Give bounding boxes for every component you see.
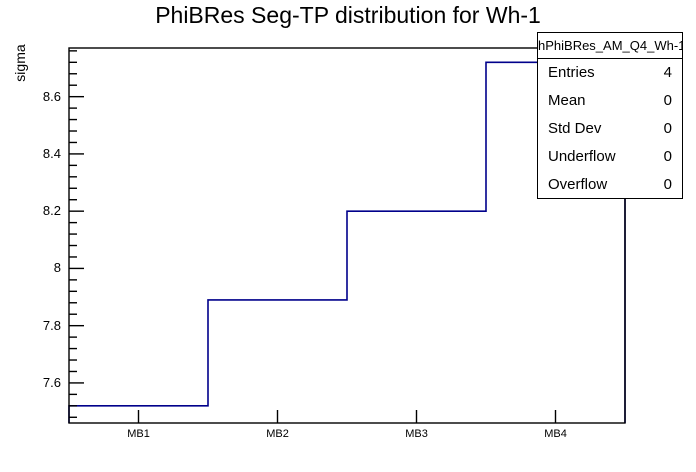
stat-label: Mean [548, 92, 586, 110]
stat-label: Overflow [548, 175, 608, 193]
y-tick-label: 7.6 [42, 374, 61, 390]
stat-row-mean: Mean 0 [538, 87, 682, 115]
stat-row-stddev: Std Dev 0 [538, 115, 682, 143]
stats-box[interactable]: hPhiBRes_AM_Q4_Wh-1 Entries 4 Mean 0 Std… [537, 32, 683, 199]
plot-frame [68, 47, 626, 424]
stat-value: 0 [663, 119, 672, 137]
stat-value: 0 [663, 92, 672, 110]
y-tick-label: 7.8 [42, 317, 61, 333]
y-tick-label: 8 [53, 260, 61, 276]
stat-value: 4 [663, 64, 672, 82]
stats-box-rows: Entries 4 Mean 0 Std Dev 0 Underflow 0 O… [538, 59, 682, 198]
y-tick-label: 8.6 [42, 88, 61, 104]
stat-row-overflow: Overflow 0 [538, 170, 682, 198]
x-tick-label-mb4: MB4 [544, 428, 567, 440]
x-tick-label-mb2: MB2 [266, 428, 289, 440]
y-tick-label: 8.4 [42, 145, 61, 161]
y-axis-title: sigma [12, 44, 28, 82]
stat-label: Entries [548, 64, 595, 82]
y-tick-label: 8.2 [42, 203, 61, 219]
x-tick-label-mb3: MB3 [405, 428, 428, 440]
chart-title: PhiBRes Seg-TP distribution for Wh-1 [155, 2, 541, 28]
stats-box-title: hPhiBRes_AM_Q4_Wh-1 [538, 33, 682, 59]
x-tick-label-mb1: MB1 [127, 428, 150, 440]
stat-label: Underflow [548, 147, 616, 165]
stat-value: 0 [663, 147, 672, 165]
stat-row-entries: Entries 4 [538, 59, 682, 87]
stat-value: 0 [663, 175, 672, 193]
stat-label: Std Dev [548, 119, 602, 137]
stat-row-underflow: Underflow 0 [538, 142, 682, 170]
